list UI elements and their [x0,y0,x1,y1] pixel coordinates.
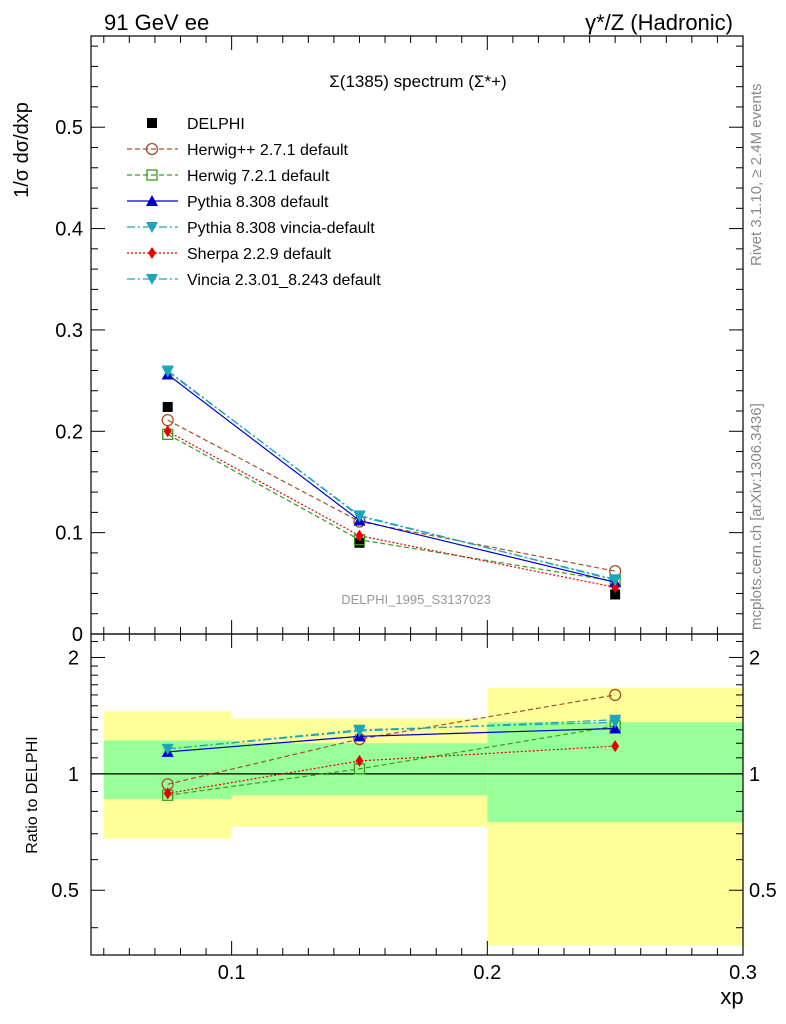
ratio-plot-panel: 0.5 0.5 1 1 2 2 0.1 0.2 0.3 Ratio to DELPHI xp [24,633,777,1009]
x-tick-label: 0.3 [729,962,757,984]
ratio-y-tick-label: 1 [68,764,79,786]
y-axis-label: 1/σ dσ/dxp [11,102,33,198]
analysis-watermark: DELPHI_1995_S3137023 [341,592,491,607]
series-line-herwigpp [167,419,616,572]
y-tick-label: 0.4 [55,219,83,241]
data-point-sherpa [163,425,172,438]
data-point-data [354,537,365,548]
data-point-data [162,401,173,412]
header-right-label: γ*/Z (Hadronic) [585,10,733,35]
data-point-vincia [353,510,366,522]
ratio-point-vincia [353,724,366,736]
legend-marker [146,222,158,233]
mcplots-label: mcplots.cern.ch [arXiv:1306.3436] [748,403,765,630]
ratio-line-sherpa [167,745,616,795]
ratio-point-herwigpp [609,688,622,702]
legend-marker [146,169,158,181]
legend-marker [148,247,156,259]
data-point-sherpa [355,529,364,542]
legend-entry: Herwig 7.2.1 default [187,168,330,185]
legend-entry: Pythia 8.308 default [187,194,329,211]
ratio-point-sherpa [163,787,172,800]
data-point-sherpa [611,581,620,594]
series-line-herwig7 [167,433,616,582]
ratio-point-vincia [161,743,174,755]
uncertainty-band-inner [487,722,743,823]
y-tick-label: 0.5 [55,117,83,139]
y-tick-label: 0.1 [55,523,83,545]
main-plot-panel: 0 0.1 0.2 0.3 0.4 0.5 1/σ dσ/dxp Σ(1385) spectr… [11,35,744,646]
series-line-sherpa [167,430,616,588]
ratio-line-herwigpp [167,694,616,785]
ratio-frame [90,633,744,956]
legend-entry: Herwig++ 2.7.1 default [187,142,349,159]
legend: DELPHI Herwig++ 2.7.1 default Herwig 7.2.1… [127,116,381,289]
ratio-y-tick-label-right: 2 [749,647,760,669]
ratio-y-tick-label-right: 1 [749,764,760,786]
chart-title: Σ(1385) spectrum (Σ*+) [329,72,506,91]
series-line-pythia [167,374,616,583]
header-left-label: 91 GeV ee [104,10,209,35]
ratio-point-vincia [609,717,622,729]
x-tick-label: 0.2 [473,962,501,984]
ratio-point-sherpa [611,740,620,753]
legend-marker [145,142,159,156]
rivet-label: Rivet 3.1.10, ≥ 2.4M events [748,84,765,267]
legend-marker [146,195,158,206]
legend-entry: DELPHI [187,116,245,133]
ratio-point-sherpa [355,754,364,767]
legend-marker [147,118,157,128]
y-tick-label: 0 [72,624,83,646]
data-point-vincia [609,575,622,587]
legend-entry: Sherpa 2.2.9 default [187,246,332,263]
legend-marker [146,274,158,285]
ratio-line-herwig7 [167,725,616,796]
series-line-pythia_vincia [167,369,616,580]
ratio-y-tick-label: 2 [68,647,79,669]
data-point-data [610,589,621,600]
legend-entry: Pythia 8.308 vincia-default [187,220,375,237]
legend-entry: Vincia 2.3.01_8.243 default [187,272,381,289]
data-point-vincia [161,366,174,378]
x-axis-label: xp [720,984,743,1009]
ratio-y-axis-label: Ratio to DELPHI [24,736,41,853]
ratio-y-tick-label: 0.5 [51,880,79,902]
y-tick-label: 0.3 [55,320,83,342]
x-tick-label: 0.1 [218,962,246,984]
y-tick-label: 0.2 [55,421,83,443]
ratio-y-tick-label-right: 0.5 [749,880,777,902]
series-line-vincia [167,371,616,581]
